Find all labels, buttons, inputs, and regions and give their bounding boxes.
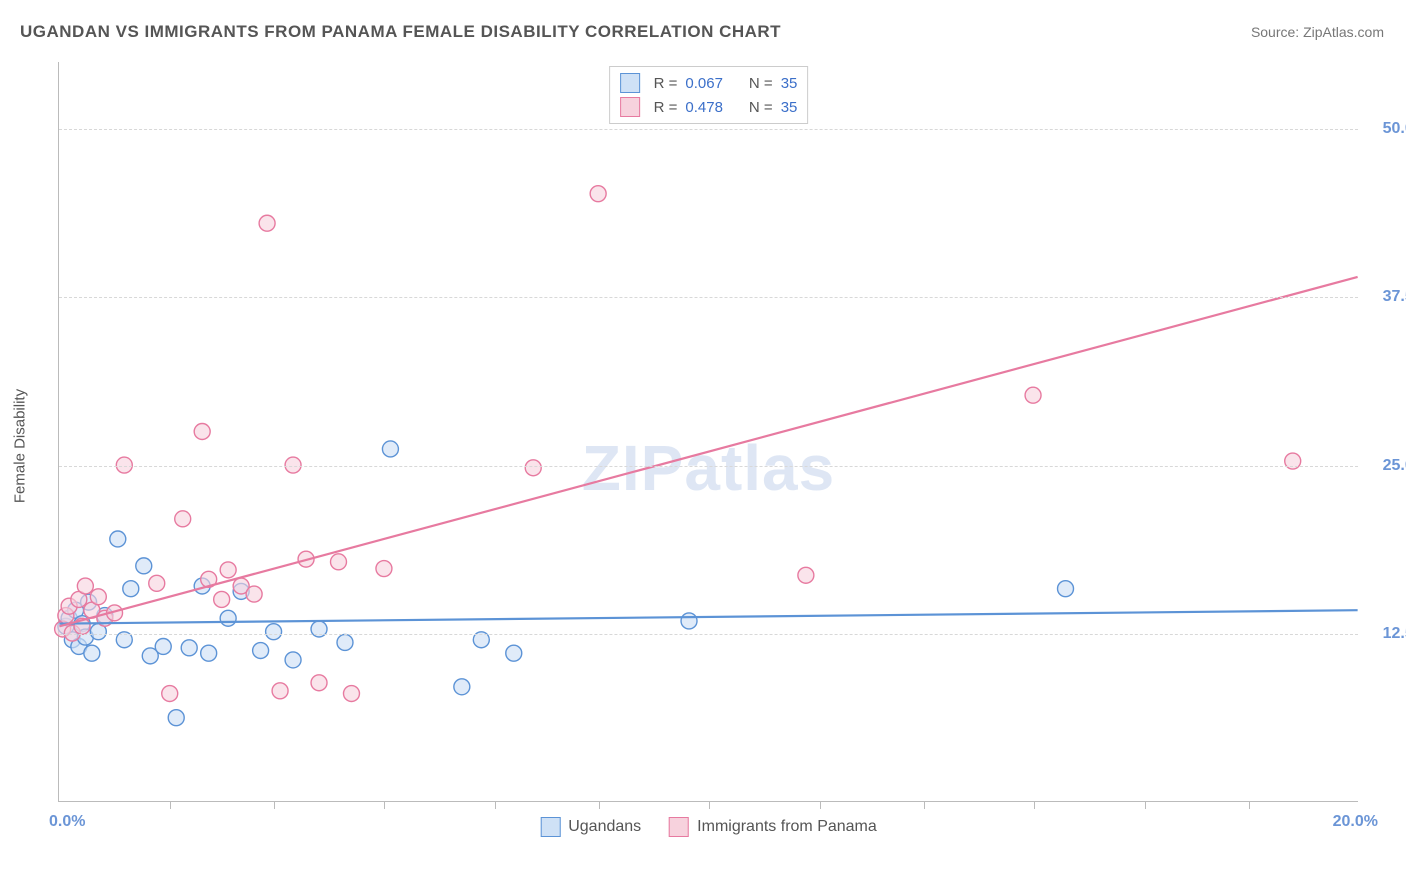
y-tick-label: 37.5%	[1368, 288, 1406, 306]
chart-title: UGANDAN VS IMMIGRANTS FROM PANAMA FEMALE…	[20, 22, 781, 42]
data-point	[525, 460, 541, 476]
data-point	[149, 575, 165, 591]
legend-bottom-item-1: Immigrants from Panama	[669, 817, 877, 837]
x-tick	[274, 801, 275, 809]
data-point	[311, 675, 327, 691]
x-tick	[170, 801, 171, 809]
legend-bottom-swatch-0	[540, 817, 560, 837]
x-tick	[709, 801, 710, 809]
x-tick	[384, 801, 385, 809]
data-point	[506, 645, 522, 661]
data-point	[331, 554, 347, 570]
legend-bottom-label-1: Immigrants from Panama	[697, 818, 877, 836]
x-axis-min-label: 0.0%	[49, 813, 85, 831]
data-point	[343, 686, 359, 702]
data-point	[382, 441, 398, 457]
data-point	[220, 562, 236, 578]
legend-bottom-label-0: Ugandans	[568, 818, 641, 836]
data-point	[259, 215, 275, 231]
chart-svg	[59, 62, 1358, 801]
data-point	[266, 624, 282, 640]
data-point	[90, 589, 106, 605]
x-tick	[1249, 801, 1250, 809]
data-point	[110, 531, 126, 547]
data-point	[285, 652, 301, 668]
y-tick-label: 25.0%	[1368, 457, 1406, 475]
gridline-y	[59, 466, 1358, 467]
data-point	[337, 634, 353, 650]
data-point	[1058, 581, 1074, 597]
legend-bottom-swatch-1	[669, 817, 689, 837]
x-tick	[1034, 801, 1035, 809]
data-point	[681, 613, 697, 629]
gridline-y	[59, 129, 1358, 130]
data-point	[84, 645, 100, 661]
data-point	[376, 561, 392, 577]
source-label: Source:	[1251, 24, 1299, 40]
data-point	[175, 511, 191, 527]
legend-bottom-item-0: Ugandans	[540, 817, 641, 837]
x-tick	[599, 801, 600, 809]
data-point	[123, 581, 139, 597]
source-attribution: Source: ZipAtlas.com	[1251, 24, 1384, 40]
data-point	[181, 640, 197, 656]
x-axis-max-label: 20.0%	[1333, 813, 1378, 831]
data-point	[194, 424, 210, 440]
data-point	[155, 638, 171, 654]
data-point	[162, 686, 178, 702]
data-point	[1285, 453, 1301, 469]
trend-line	[59, 610, 1357, 623]
data-point	[272, 683, 288, 699]
y-axis-label: Female Disability	[12, 389, 29, 503]
data-point	[168, 710, 184, 726]
plot-area: ZIPatlas R = 0.067 N = 35 R = 0.478 N = …	[58, 62, 1358, 802]
x-tick	[1145, 801, 1146, 809]
x-tick	[820, 801, 821, 809]
y-tick-label: 12.5%	[1368, 625, 1406, 643]
data-point	[214, 591, 230, 607]
x-tick	[924, 801, 925, 809]
data-point	[590, 186, 606, 202]
data-point	[77, 578, 93, 594]
y-tick-label: 50.0%	[1368, 120, 1406, 138]
data-point	[246, 586, 262, 602]
data-point	[1025, 387, 1041, 403]
data-point	[220, 610, 236, 626]
source-value: ZipAtlas.com	[1303, 24, 1384, 40]
data-point	[136, 558, 152, 574]
data-point	[454, 679, 470, 695]
legend-bottom: Ugandans Immigrants from Panama	[540, 817, 877, 837]
trend-line	[59, 277, 1357, 626]
gridline-y	[59, 634, 1358, 635]
gridline-y	[59, 297, 1358, 298]
data-point	[201, 645, 217, 661]
data-point	[253, 643, 269, 659]
data-point	[798, 567, 814, 583]
x-tick	[495, 801, 496, 809]
